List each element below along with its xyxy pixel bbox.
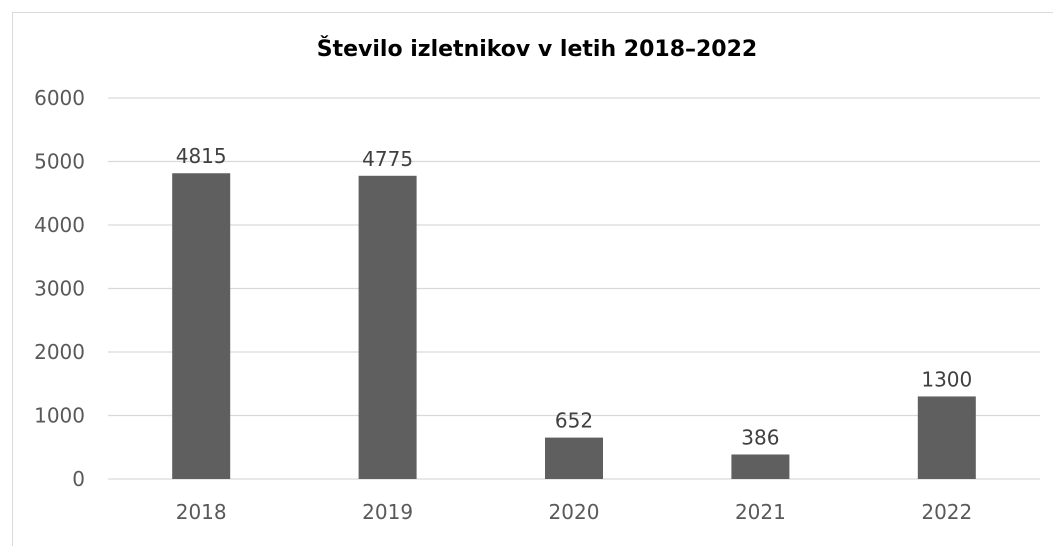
y-tick-label: 4000 <box>34 213 85 237</box>
data-label: 1300 <box>921 367 972 391</box>
y-axis: 0 1000 2000 3000 4000 5000 6000 <box>34 86 85 491</box>
data-label: 4775 <box>362 147 413 171</box>
x-tick-label: 2022 <box>921 500 972 524</box>
x-tick-label: 2019 <box>362 500 413 524</box>
y-tick-label: 0 <box>72 467 85 491</box>
bars: 4815 4775 652 386 1300 <box>172 144 976 479</box>
x-tick-label: 2018 <box>176 500 227 524</box>
y-tick-label: 6000 <box>34 86 85 110</box>
data-label: 4815 <box>176 144 227 168</box>
bar-chart: Število izletnikov v letih 2018–2022 0 10… <box>34 36 1040 524</box>
bar-2022 <box>917 396 976 479</box>
bar-2021 <box>731 454 790 479</box>
x-tick-label: 2021 <box>735 500 786 524</box>
chart-title: Število izletnikov v letih 2018–2022 <box>317 36 757 62</box>
chart-frame <box>12 12 1053 546</box>
y-tick-label: 3000 <box>34 277 85 301</box>
y-tick-label: 1000 <box>34 404 85 428</box>
bar-2018 <box>172 173 231 479</box>
data-label: 386 <box>741 425 779 449</box>
data-label: 652 <box>555 409 593 433</box>
x-tick-label: 2020 <box>549 500 600 524</box>
y-tick-label: 5000 <box>34 150 85 174</box>
bar-2020 <box>545 437 603 479</box>
x-axis: 2018 2019 2020 2021 2022 <box>176 500 973 524</box>
y-tick-label: 2000 <box>34 340 85 364</box>
bar-2019 <box>358 175 417 479</box>
